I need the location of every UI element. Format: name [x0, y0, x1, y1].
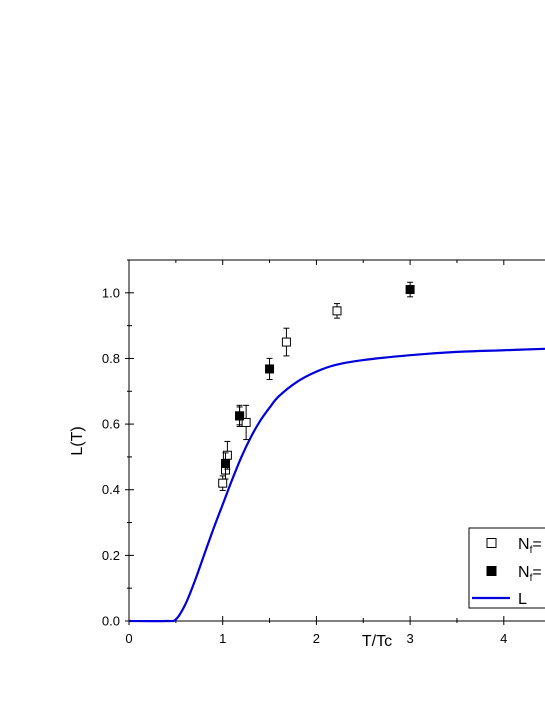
x-axis-title: T/Tc [362, 633, 392, 650]
filled-square-point [405, 285, 415, 295]
filled-square-point [221, 458, 231, 468]
y-tick-label: 0.6 [102, 417, 120, 432]
open-square-point [218, 478, 228, 488]
open-square-point [281, 337, 291, 347]
open-square-point [241, 417, 251, 427]
y-tick-label: 0.8 [102, 351, 120, 366]
legend-label: Nf= [518, 536, 542, 556]
x-tick-label: 4 [500, 631, 507, 646]
plot-frame [128, 259, 545, 622]
filled-square-point [265, 364, 275, 374]
y-axis: 0.0 0.2 0.4 0.6 0.8 1.0 [102, 259, 134, 629]
y-tick-label: 0.2 [102, 548, 120, 563]
curve-layer [128, 347, 545, 623]
legend-label: L [518, 591, 527, 608]
series-L-line [128, 347, 545, 623]
x-tick-label: 0 [125, 631, 132, 646]
legend-swatch-square [486, 538, 497, 548]
open-square-point [332, 306, 342, 316]
legend-box [468, 527, 545, 609]
y-tick-label: 1.0 [102, 285, 120, 300]
x-tick-label: 1 [219, 631, 226, 646]
legend: Nf= Nf= L [468, 527, 545, 609]
x-tick-label: 2 [313, 631, 320, 646]
points-layer [218, 281, 415, 491]
legend-label: Nf= [518, 564, 542, 584]
x-axis: 0 1 2 3 4 [125, 260, 507, 646]
y-axis-title: L(T) [69, 426, 86, 455]
legend-swatch-square [486, 566, 497, 576]
y-tick-label: 0.0 [102, 614, 120, 629]
x-tick-label: 3 [406, 631, 413, 646]
y-tick-label: 0.4 [102, 482, 120, 497]
filled-square-point [235, 411, 245, 421]
